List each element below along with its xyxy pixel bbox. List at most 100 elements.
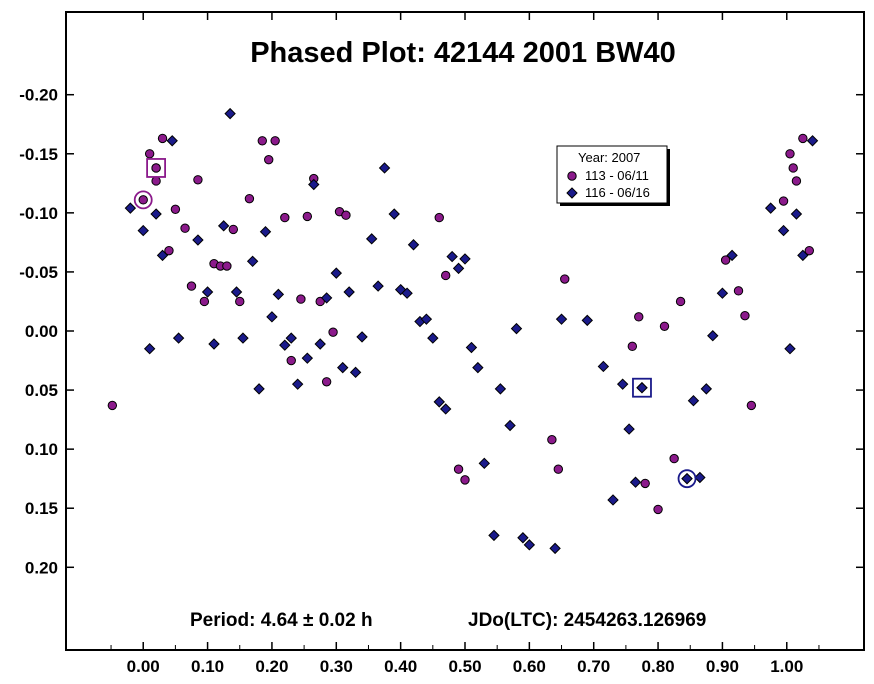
data-point-diamond (266, 311, 278, 323)
legend-entry-116: 116 - 06/16 (585, 185, 650, 200)
data-point-diamond (478, 457, 491, 470)
data-point-circle (296, 294, 306, 304)
data-point-diamond (555, 313, 568, 325)
data-point-diamond (700, 383, 713, 395)
plot-frame (65, 11, 865, 651)
highlight-square (632, 377, 652, 398)
x-tick-label: 0.70 (577, 657, 610, 676)
data-point-circle (170, 204, 181, 215)
highlight-point (636, 382, 648, 394)
data-point-circle (257, 136, 267, 146)
x-tick-label: 0.40 (384, 657, 417, 676)
y-axis: -0.20 -0.15 -0.10 -0.05 0.00 0.05 0.10 0.15 0.20 (19, 86, 864, 577)
data-point-diamond (581, 314, 593, 327)
data-point-circle (270, 136, 280, 146)
data-point-diamond (446, 250, 458, 263)
highlight-point (681, 472, 693, 485)
data-point-circle (675, 296, 686, 307)
data-point-circle (627, 341, 638, 352)
data-point-circle (460, 475, 470, 485)
footer-period: Period: 4.64 ± 0.02 h (190, 610, 373, 631)
data-point-diamond (224, 107, 236, 120)
data-point-diamond (378, 162, 391, 174)
data-point-circle (791, 176, 802, 186)
data-point-diamond (150, 208, 162, 220)
data-point-circle (453, 464, 464, 474)
x-tick-label: 0.80 (642, 657, 675, 676)
data-point-diamond (401, 287, 413, 299)
data-point-diamond (465, 341, 478, 354)
data-point-diamond (439, 403, 452, 415)
data-point-circle (157, 133, 168, 144)
data-point-circle (315, 296, 325, 307)
data-point-diamond (472, 361, 484, 374)
data-point-diamond (237, 332, 249, 344)
x-tick-label: 0.60 (513, 657, 546, 676)
legend-circle-marker (567, 171, 577, 181)
highlight-ring (133, 190, 153, 210)
data-point-diamond (784, 343, 796, 355)
data-point-diamond (504, 419, 516, 432)
x-tick-label: 0.30 (320, 657, 353, 676)
highlight-square (146, 158, 166, 178)
series-116 (124, 107, 819, 555)
data-point-diamond (365, 233, 378, 245)
data-point-circle (669, 453, 679, 464)
data-point-diamond (143, 343, 156, 355)
data-point-diamond (764, 202, 777, 214)
data-point-circle (733, 286, 744, 296)
y-tick-label: 0.10 (25, 440, 58, 459)
chart-title: Phased Plot: 42144 2001 BW40 (250, 37, 676, 69)
data-point-circle (553, 464, 564, 474)
data-point-circle (640, 478, 650, 489)
data-point-diamond (337, 361, 349, 374)
data-point-circle (235, 296, 245, 307)
data-point-diamond (549, 542, 561, 555)
data-point-diamond (285, 332, 297, 344)
data-point-diamond (517, 532, 529, 544)
x-axis: 0.00 0.10 0.20 0.30 0.40 0.50 0.60 0.70 0.80 0.90… (110, 12, 820, 676)
data-point-circle (798, 133, 808, 144)
data-point-circle (785, 149, 795, 159)
data-point-diamond (427, 332, 439, 344)
data-point-circle (193, 175, 203, 185)
data-point-circle (778, 196, 789, 206)
data-point-circle (740, 310, 750, 321)
data-point-diamond (253, 383, 265, 395)
data-point-circle (180, 223, 190, 233)
data-point-circle (244, 193, 255, 204)
data-point-diamond (510, 322, 523, 335)
series-113 (107, 133, 814, 515)
data-point-diamond (320, 292, 333, 304)
data-point-diamond (301, 352, 314, 364)
y-tick-label: -0.15 (19, 145, 58, 164)
data-point-diamond (790, 208, 803, 220)
data-point-diamond (259, 226, 272, 238)
data-point-diamond (272, 288, 285, 301)
data-point-diamond (124, 202, 137, 214)
data-point-circle (280, 212, 290, 223)
footer-epoch: JDo(LTC): 2454263.126969 (468, 610, 706, 631)
legend-diamond-marker (566, 187, 578, 199)
data-point-diamond (156, 249, 169, 262)
data-point-circle (653, 504, 663, 515)
highlight-point (151, 163, 161, 173)
data-point-diamond (356, 331, 368, 343)
y-tick-label: 0.20 (25, 558, 58, 577)
data-point-diamond (192, 234, 204, 246)
data-point-diamond (777, 224, 790, 237)
x-tick-label: 0.10 (191, 657, 224, 676)
data-point-diamond (201, 286, 214, 298)
data-point-diamond (330, 267, 342, 279)
y-tick-label: 0.05 (25, 381, 58, 400)
data-point-circle (434, 212, 444, 223)
data-point-diamond (726, 249, 738, 262)
data-point-diamond (291, 378, 304, 390)
data-point-circle (440, 270, 451, 281)
data-point-circle (746, 400, 757, 411)
data-point-circle (341, 210, 351, 220)
data-point-diamond (629, 476, 642, 488)
data-point-diamond (459, 253, 471, 265)
x-tick-label: 0.00 (127, 657, 160, 676)
